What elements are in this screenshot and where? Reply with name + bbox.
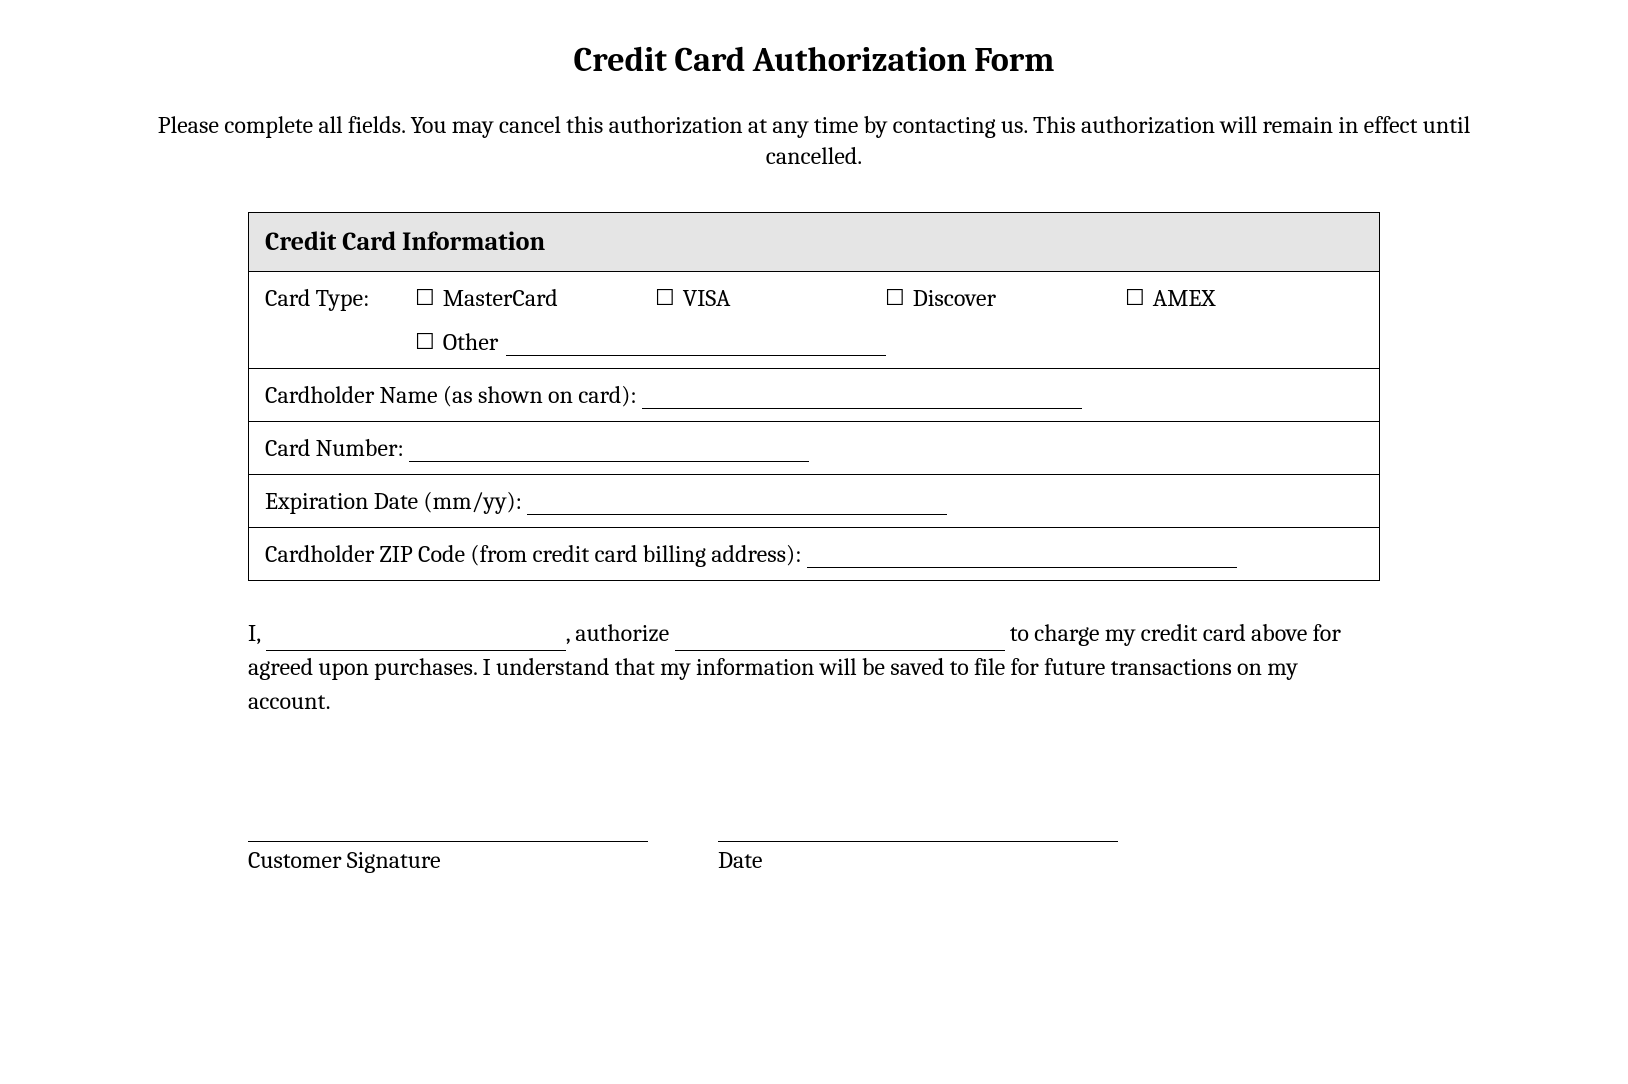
option-label: VISA xyxy=(683,284,731,312)
option-label: Other xyxy=(443,328,499,356)
date-line[interactable] xyxy=(718,818,1118,842)
card-number-line[interactable] xyxy=(409,436,809,462)
other-input-line[interactable] xyxy=(506,329,886,355)
customer-signature-label: Customer Signature xyxy=(248,846,648,874)
option-discover[interactable]: ☐ Discover xyxy=(885,284,1125,312)
zip-row: Cardholder ZIP Code (from credit card bi… xyxy=(249,528,1379,580)
section-header: Credit Card Information xyxy=(249,213,1379,272)
date-block: Date xyxy=(718,818,1118,874)
zip-line[interactable] xyxy=(807,542,1237,568)
option-label: Discover xyxy=(913,284,996,312)
card-number-label: Card Number: xyxy=(265,434,409,462)
date-label: Date xyxy=(718,846,1118,874)
auth-part2: , authorize xyxy=(566,619,675,647)
option-label: MasterCard xyxy=(443,284,558,312)
credit-card-info-table: Credit Card Information Card Type: ☐ Mas… xyxy=(248,212,1380,581)
checkbox-icon[interactable]: ☐ xyxy=(1125,285,1145,311)
zip-label: Cardholder ZIP Code (from credit card bi… xyxy=(265,540,807,568)
auth-name-line[interactable] xyxy=(266,625,566,651)
checkbox-icon[interactable]: ☐ xyxy=(415,285,435,311)
option-visa[interactable]: ☐ VISA xyxy=(655,284,885,312)
option-other[interactable]: ☐ Other xyxy=(415,328,886,356)
checkbox-icon[interactable]: ☐ xyxy=(655,285,675,311)
checkbox-icon[interactable]: ☐ xyxy=(415,329,435,355)
card-type-label: Card Type: xyxy=(265,284,415,312)
auth-merchant-line[interactable] xyxy=(675,625,1005,651)
cardholder-name-line[interactable] xyxy=(642,383,1082,409)
form-title: Credit Card Authorization Form xyxy=(110,40,1518,80)
expiration-row: Expiration Date (mm/yy): xyxy=(249,475,1379,528)
intro-text: Please complete all fields. You may canc… xyxy=(150,110,1478,172)
checkbox-icon[interactable]: ☐ xyxy=(885,285,905,311)
customer-signature-line[interactable] xyxy=(248,818,648,842)
customer-signature-block: Customer Signature xyxy=(248,818,648,874)
option-amex[interactable]: ☐ AMEX xyxy=(1125,284,1215,312)
card-type-row: Card Type: ☐ MasterCard ☐ VISA ☐ Discove… xyxy=(249,272,1379,369)
option-mastercard[interactable]: ☐ MasterCard xyxy=(415,284,655,312)
option-label: AMEX xyxy=(1153,284,1215,312)
cardholder-name-label: Cardholder Name (as shown on card): xyxy=(265,381,642,409)
signature-row: Customer Signature Date xyxy=(248,818,1380,874)
card-number-row: Card Number: xyxy=(249,422,1379,475)
authorization-text: I, , authorize to charge my credit card … xyxy=(248,617,1380,718)
auth-part1: I, xyxy=(248,619,266,647)
expiration-label: Expiration Date (mm/yy): xyxy=(265,487,527,515)
cardholder-name-row: Cardholder Name (as shown on card): xyxy=(249,369,1379,422)
expiration-line[interactable] xyxy=(527,489,947,515)
